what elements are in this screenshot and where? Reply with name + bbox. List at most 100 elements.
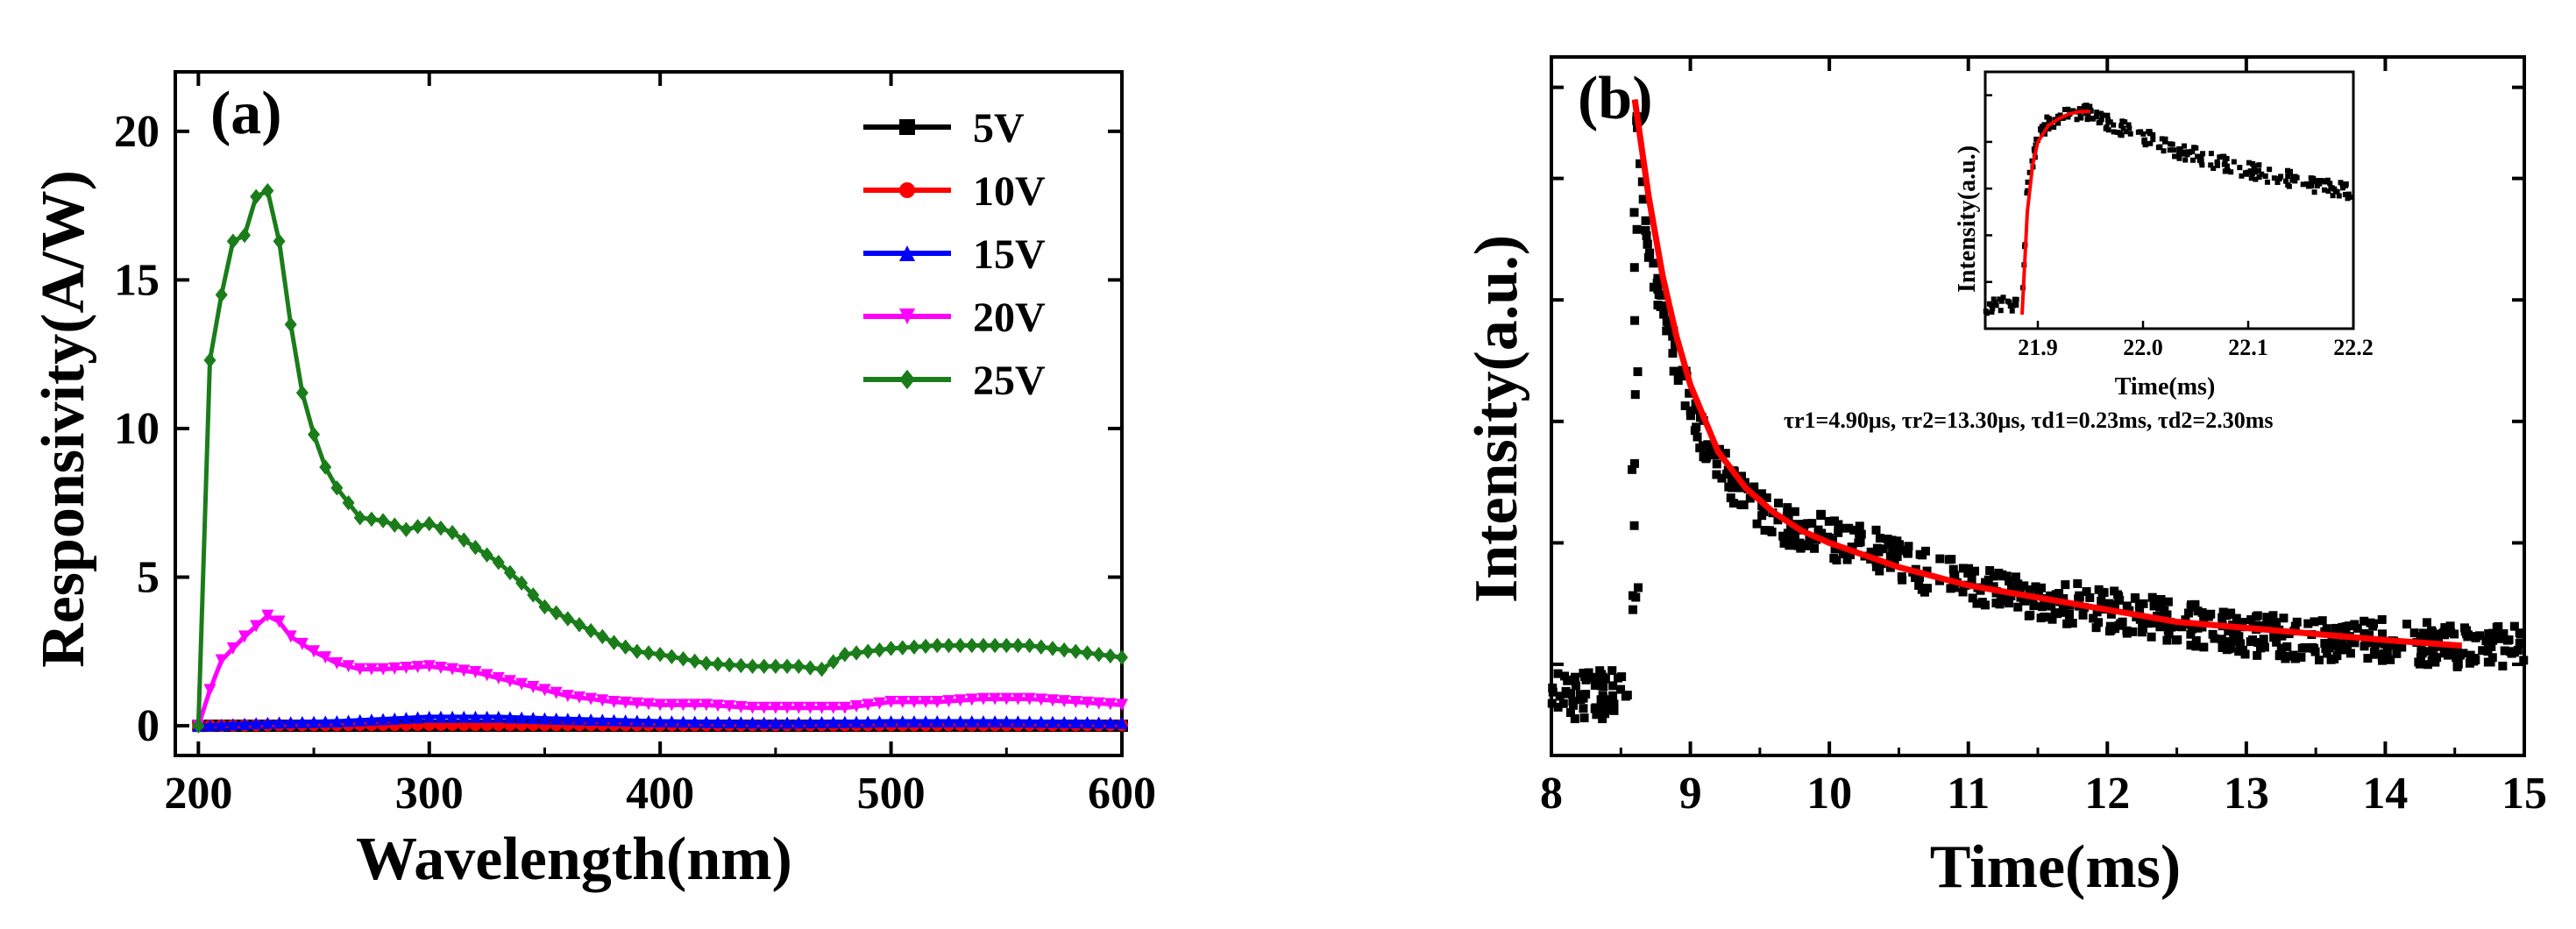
data-point	[2047, 614, 2057, 624]
series-point	[931, 637, 944, 654]
inset-data-point	[2026, 169, 2033, 175]
series-point	[261, 716, 274, 729]
data-point	[2502, 635, 2512, 645]
inset-data-point	[2125, 122, 2132, 128]
series-point	[630, 697, 643, 710]
data-point	[2276, 643, 2286, 653]
panel-b-xtick-label: 14	[2362, 769, 2408, 819]
inset-xtick-label: 21.9	[2018, 335, 2058, 360]
inset-data-point	[2300, 181, 2306, 188]
legend-marker	[899, 245, 915, 261]
data-point	[2218, 643, 2227, 653]
inset-data-point	[2076, 106, 2083, 112]
data-point	[1597, 670, 1607, 679]
data-point	[1911, 573, 1920, 583]
inset-data-point	[2044, 114, 2050, 120]
inset-data-point	[2147, 140, 2154, 146]
inset-data-point	[2250, 160, 2256, 167]
series-point	[400, 521, 413, 538]
series-point	[942, 715, 955, 727]
data-point	[2111, 624, 2120, 634]
data-point	[1565, 675, 1574, 684]
legend-label: 15V	[973, 231, 1046, 278]
data-point	[1735, 483, 1745, 493]
data-point	[1692, 405, 1701, 415]
inset-data-point	[2199, 162, 2205, 168]
data-point	[1629, 521, 1639, 530]
inset-data-point	[2278, 174, 2284, 180]
series-point	[723, 700, 736, 713]
inset-data-point	[1992, 300, 1998, 306]
inset-data-point	[2189, 149, 2195, 155]
data-point	[2002, 571, 2012, 581]
series-point	[215, 654, 228, 667]
series-point	[308, 715, 321, 728]
inset-data-point	[2105, 127, 2111, 133]
data-point	[1643, 252, 1653, 262]
series-point	[699, 715, 713, 728]
data-point	[1985, 565, 1995, 575]
data-point	[2135, 614, 2145, 624]
inset-data-point	[2171, 147, 2177, 153]
series-point	[1116, 716, 1128, 729]
series-point	[665, 699, 678, 712]
data-point	[2365, 630, 2374, 640]
series-point	[734, 700, 748, 713]
series-point	[907, 639, 920, 655]
series-point	[804, 660, 817, 676]
panel-b-xtick-label: 12	[2084, 769, 2130, 819]
data-point	[2156, 618, 2166, 628]
series-point	[238, 630, 252, 643]
series-point	[365, 713, 378, 727]
inset-data-point	[2251, 167, 2257, 173]
inset-data-point	[2309, 183, 2315, 189]
data-point	[2268, 611, 2278, 621]
series-point	[757, 701, 770, 714]
data-point	[2106, 609, 2116, 619]
series-point	[688, 653, 701, 670]
series-point	[226, 233, 239, 250]
data-point	[2425, 633, 2435, 642]
inset-data-point	[2177, 146, 2183, 152]
data-point	[2281, 651, 2291, 661]
data-point	[2024, 611, 2033, 621]
series-point	[619, 696, 632, 709]
inset-data-point	[2087, 103, 2093, 110]
series-point	[446, 524, 459, 541]
series-point	[238, 227, 252, 244]
series-point	[250, 717, 263, 730]
data-point	[1757, 511, 1767, 521]
data-point	[1778, 531, 1788, 541]
series-point	[884, 695, 898, 708]
series-point	[907, 715, 920, 727]
data-point	[1989, 582, 1998, 592]
inset-data-point	[2289, 177, 2296, 183]
inset-data-point	[2135, 129, 2141, 135]
series-point	[862, 699, 875, 712]
series-point	[873, 697, 886, 710]
data-point	[1641, 216, 1650, 225]
data-point	[2040, 599, 2049, 609]
data-point	[1752, 519, 1762, 528]
legend-label: 10V	[973, 168, 1046, 215]
data-point	[2104, 599, 2114, 608]
data-point	[2191, 635, 2201, 645]
data-point	[2162, 635, 2172, 645]
data-point	[2228, 628, 2238, 637]
series-point	[954, 637, 967, 654]
data-point	[1875, 534, 1884, 543]
data-point	[2429, 642, 2438, 652]
data-point	[1964, 564, 1974, 573]
inset-data-point	[2195, 153, 2201, 160]
inset-data-point	[2007, 303, 2013, 309]
data-point	[1636, 159, 1645, 168]
series-point	[827, 654, 840, 670]
series-point	[607, 695, 621, 708]
inset-data-point	[2176, 151, 2182, 157]
data-point	[1609, 699, 1619, 709]
data-point	[2059, 593, 2069, 603]
data-point	[1830, 544, 1840, 554]
series-point	[976, 692, 990, 706]
inset-data-point	[2322, 179, 2328, 185]
series-point	[665, 715, 678, 728]
